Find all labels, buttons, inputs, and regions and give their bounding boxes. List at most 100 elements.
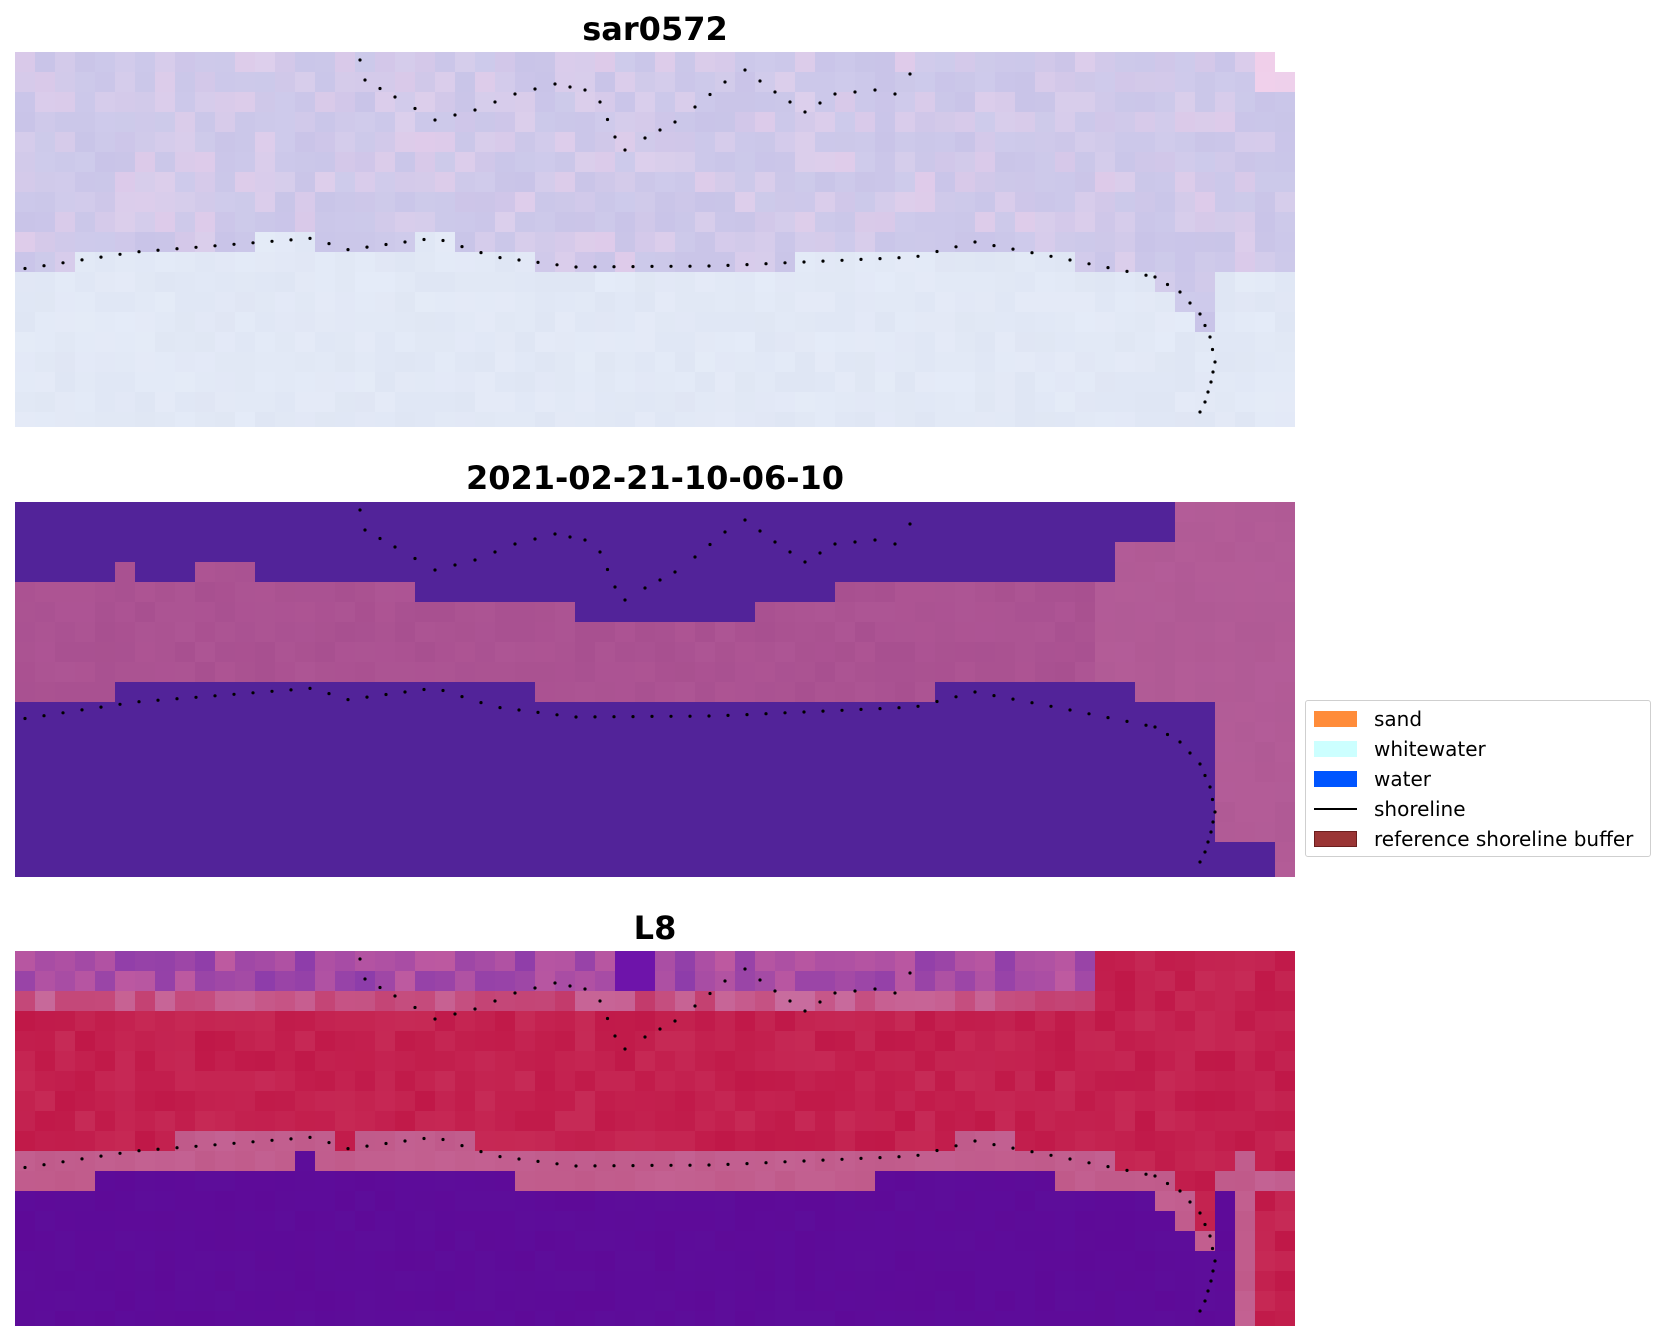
shoreline-point xyxy=(1068,258,1072,262)
shoreline-point xyxy=(493,999,497,1003)
shoreline-point xyxy=(803,110,807,114)
shoreline-point xyxy=(433,1017,437,1021)
shoreline-point xyxy=(821,259,825,263)
shoreline-point xyxy=(1198,1309,1202,1313)
l8-image xyxy=(15,951,1295,1326)
shoreline-point xyxy=(908,72,912,76)
shoreline-point xyxy=(1209,830,1213,834)
shoreline-point xyxy=(479,1150,483,1154)
shoreline-point xyxy=(553,981,557,985)
shoreline-point xyxy=(783,711,787,715)
shoreline-point xyxy=(346,248,350,252)
shoreline-point xyxy=(693,1004,697,1008)
shoreline-point xyxy=(384,692,388,697)
shoreline-point xyxy=(723,979,727,983)
shoreline-point xyxy=(758,529,762,533)
shoreline-point xyxy=(897,256,901,260)
shoreline-point xyxy=(669,1163,673,1167)
legend-item-shoreline: shoreline xyxy=(1314,797,1644,821)
shoreline-point xyxy=(1165,1181,1170,1186)
shoreline-point xyxy=(365,1144,369,1148)
shoreline-point xyxy=(605,1016,610,1021)
shoreline-point xyxy=(840,258,844,262)
shoreline-point xyxy=(1203,850,1207,854)
shoreline-point xyxy=(308,686,312,690)
shoreline-line-icon xyxy=(1314,808,1357,810)
shoreline-point xyxy=(840,1157,844,1161)
shoreline-point xyxy=(479,251,483,255)
shoreline-point xyxy=(270,1138,274,1142)
shoreline-point xyxy=(358,957,362,961)
shoreline-point xyxy=(378,985,382,990)
legend-label-sand: sand xyxy=(1374,707,1423,731)
shoreline-point xyxy=(1203,773,1207,778)
shoreline-point xyxy=(673,120,677,124)
shoreline-point xyxy=(1203,1222,1207,1227)
shoreline-point xyxy=(916,1153,920,1157)
shoreline-point xyxy=(1087,1161,1091,1165)
shoreline-point xyxy=(669,264,673,268)
shoreline-point xyxy=(568,984,572,988)
shoreline-point xyxy=(726,713,730,717)
shoreline-point xyxy=(853,90,857,94)
shoreline-point xyxy=(513,92,517,96)
shoreline-point xyxy=(568,85,572,89)
shoreline-point xyxy=(270,689,274,693)
shoreline-point xyxy=(1153,725,1157,729)
shoreline-point xyxy=(1144,723,1148,727)
shoreline-point xyxy=(327,1141,331,1145)
shoreline-point xyxy=(422,237,426,242)
shoreline-point xyxy=(593,265,597,269)
shoreline-point xyxy=(693,555,697,559)
shoreline-point xyxy=(643,1035,647,1039)
shoreline-point xyxy=(498,706,502,710)
shoreline-point xyxy=(1213,810,1217,814)
shoreline-point xyxy=(1178,1189,1182,1193)
shoreline-point xyxy=(650,714,654,718)
shoreline-point xyxy=(1125,719,1129,723)
shoreline-dots xyxy=(23,957,1217,1313)
shoreline-point xyxy=(788,100,792,104)
shoreline-point xyxy=(788,550,792,554)
shoreline-point xyxy=(553,532,557,536)
shoreline-point xyxy=(23,266,27,271)
shoreline-point xyxy=(893,991,897,995)
shoreline-point xyxy=(1087,262,1091,266)
legend-item-reference-buffer: reference shoreline buffer xyxy=(1314,827,1644,851)
sar-image xyxy=(15,52,1295,427)
shoreline-point xyxy=(743,967,747,971)
shoreline-point xyxy=(821,1158,825,1162)
legend-label-water: water xyxy=(1374,767,1431,791)
legend-label-reference-buffer: reference shoreline buffer xyxy=(1374,827,1634,851)
shoreline-point xyxy=(536,1159,540,1163)
shoreline-point xyxy=(1106,266,1110,270)
shoreline-point xyxy=(1188,301,1192,305)
shoreline-point xyxy=(536,710,540,714)
shoreline-point xyxy=(358,508,362,512)
shoreline-point xyxy=(1188,751,1192,755)
shoreline-point xyxy=(574,265,578,269)
shoreline-point xyxy=(935,1148,939,1153)
shoreline-point xyxy=(1106,1165,1110,1169)
shoreline-point xyxy=(80,258,84,262)
shoreline-point xyxy=(973,1139,977,1143)
shoreline-point xyxy=(1087,712,1091,716)
shoreline-point xyxy=(669,714,673,718)
panel-title-bottom: L8 xyxy=(633,909,677,947)
whitewater-swatch xyxy=(1314,741,1357,757)
shoreline-point xyxy=(270,239,274,243)
shoreline-point xyxy=(363,977,367,981)
shoreline-point xyxy=(213,694,217,698)
shoreline-point xyxy=(460,695,464,699)
shoreline-point xyxy=(954,245,958,249)
shoreline-point xyxy=(156,1147,160,1151)
shoreline-point xyxy=(555,1162,559,1166)
image-panel-sar xyxy=(15,52,1295,427)
shoreline-point xyxy=(493,550,497,554)
shoreline-point xyxy=(460,245,464,249)
shoreline-point xyxy=(853,989,857,993)
shoreline-point xyxy=(878,707,882,711)
shoreline-point xyxy=(803,560,807,564)
shoreline-point xyxy=(1011,247,1015,251)
shoreline-point xyxy=(80,708,84,712)
